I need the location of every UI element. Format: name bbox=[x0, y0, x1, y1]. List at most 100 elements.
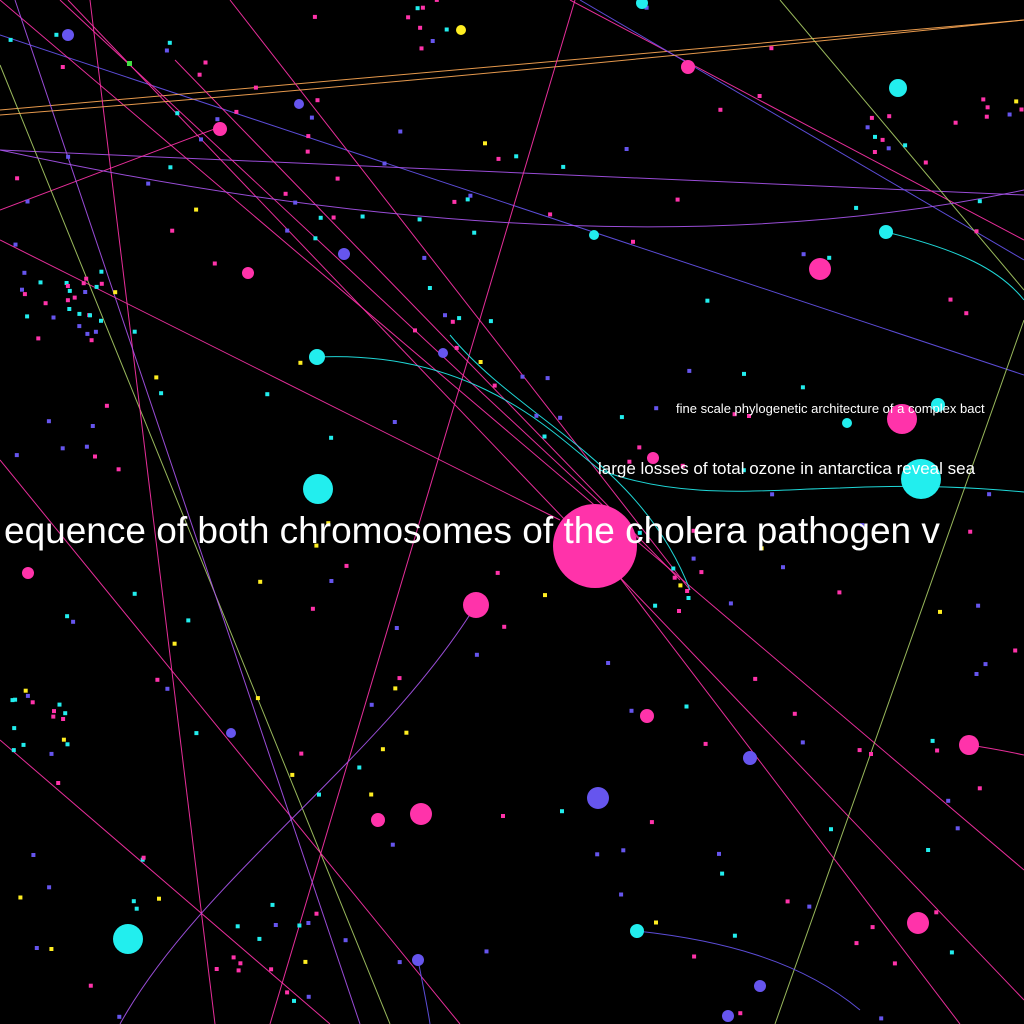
graph-dot bbox=[678, 583, 683, 588]
graph-dot bbox=[984, 114, 989, 119]
graph-dot bbox=[392, 420, 397, 424]
graph-dot bbox=[397, 960, 402, 965]
graph-dot bbox=[61, 717, 66, 721]
graph-dot bbox=[20, 287, 24, 292]
graph-dot bbox=[654, 920, 658, 925]
graph-dot bbox=[314, 911, 319, 916]
graph-dot bbox=[380, 747, 385, 752]
graph-dot bbox=[369, 702, 374, 707]
graph-node bbox=[338, 248, 350, 260]
graph-dot bbox=[974, 229, 979, 234]
edge-line bbox=[0, 149, 1024, 196]
graph-dot bbox=[619, 892, 624, 897]
graph-dot bbox=[619, 415, 624, 420]
graph-dot bbox=[38, 280, 43, 285]
graph-dot bbox=[829, 827, 833, 832]
graph-dot bbox=[116, 467, 121, 472]
graph-dot bbox=[430, 39, 435, 43]
graph-dot bbox=[22, 292, 27, 297]
label-layer: fine scale phylogenetic architecture of … bbox=[4, 401, 985, 551]
graph-dot bbox=[61, 737, 66, 742]
graph-dot bbox=[360, 214, 365, 219]
graph-dot bbox=[865, 125, 870, 130]
graph-dot bbox=[49, 751, 54, 756]
graph-dot bbox=[257, 936, 262, 941]
node-label-cholera: equence of both chromosomes of the chole… bbox=[4, 510, 940, 551]
graph-dot bbox=[292, 998, 296, 1003]
graph-dot bbox=[968, 529, 973, 534]
graph-dot bbox=[51, 315, 56, 320]
graph-dot bbox=[720, 871, 725, 876]
graph-dot bbox=[63, 711, 68, 716]
graph-dot bbox=[418, 25, 423, 30]
graph-dot bbox=[934, 910, 939, 915]
graph-dot bbox=[15, 176, 20, 181]
graph-node bbox=[22, 567, 34, 579]
graph-dot bbox=[85, 331, 90, 336]
graph-dot bbox=[203, 60, 208, 65]
graph-dot bbox=[273, 923, 278, 927]
graph-dot bbox=[644, 5, 649, 10]
graph-dot bbox=[238, 961, 243, 966]
graph-node bbox=[553, 504, 637, 588]
edge-line bbox=[579, 0, 1024, 261]
graph-dot bbox=[880, 137, 885, 142]
graph-dot bbox=[212, 261, 217, 266]
graph-dot bbox=[293, 200, 298, 205]
graph-dot bbox=[948, 297, 953, 302]
graph-dot bbox=[12, 726, 17, 731]
graph-dot bbox=[25, 314, 30, 319]
graph-dot bbox=[194, 207, 199, 212]
graph-dot bbox=[31, 853, 36, 857]
edge-line bbox=[14, 0, 361, 1024]
graph-dot bbox=[770, 492, 775, 497]
graph-node bbox=[213, 122, 227, 136]
graph-dot bbox=[718, 107, 723, 112]
graph-dot bbox=[717, 851, 721, 856]
graph-dot bbox=[757, 94, 762, 98]
graph-dot bbox=[168, 165, 173, 170]
graph-node bbox=[294, 99, 304, 109]
edge-curve bbox=[449, 334, 691, 591]
edge-line bbox=[174, 59, 681, 581]
graph-dot bbox=[653, 603, 658, 608]
graph-dot bbox=[127, 61, 132, 66]
graph-dot bbox=[60, 446, 65, 451]
graph-dot bbox=[34, 946, 39, 950]
graph-dot bbox=[18, 895, 23, 900]
graph-dot bbox=[981, 97, 986, 102]
graph-node bbox=[901, 459, 941, 499]
graph-dot bbox=[165, 686, 170, 691]
graph-dot bbox=[1007, 112, 1012, 117]
graph-dot bbox=[785, 899, 790, 904]
graph-dot bbox=[141, 855, 146, 860]
graph-dot bbox=[561, 164, 566, 169]
graph-dot bbox=[637, 530, 642, 535]
graph-dot bbox=[65, 614, 70, 619]
graph-dot bbox=[299, 751, 304, 756]
graph-dot bbox=[649, 820, 654, 825]
graph-dot bbox=[47, 885, 52, 890]
edge-curve bbox=[636, 930, 861, 1011]
graph-dot bbox=[318, 215, 323, 220]
graph-node bbox=[636, 0, 648, 9]
graph-dot bbox=[65, 298, 70, 303]
graph-dot bbox=[297, 923, 302, 928]
graph-node bbox=[931, 398, 945, 412]
graph-dot bbox=[738, 1011, 743, 1016]
graph-dot bbox=[393, 686, 398, 691]
graph-dot bbox=[357, 765, 362, 770]
graph-dot bbox=[84, 444, 89, 449]
graph-dot bbox=[214, 967, 219, 971]
graph-dot bbox=[65, 742, 70, 747]
graph-dot bbox=[215, 117, 220, 122]
graph-dot bbox=[457, 316, 462, 321]
graph-dot bbox=[422, 255, 427, 260]
graph-dot bbox=[807, 904, 812, 909]
graph-dot bbox=[13, 697, 18, 702]
graph-dot bbox=[382, 161, 387, 166]
graph-node bbox=[309, 349, 325, 365]
graph-dot bbox=[199, 137, 203, 142]
